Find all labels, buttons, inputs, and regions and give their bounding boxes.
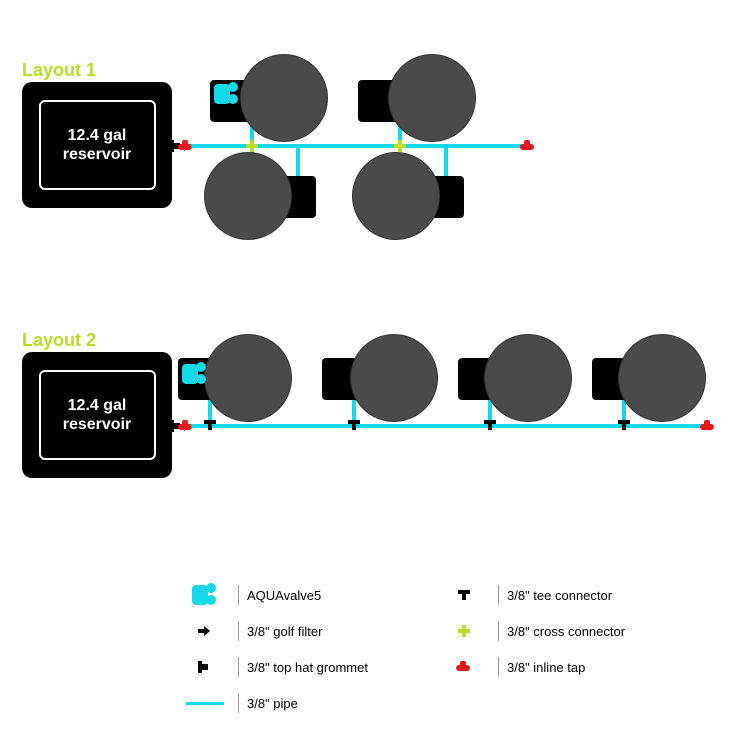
pipe <box>182 424 712 428</box>
legend-label: AQUAvalve5 <box>247 588 321 603</box>
cross-connector-icon <box>246 140 258 152</box>
reservoir-label: 12.4 galreservoir <box>39 100 156 191</box>
pipe <box>182 144 532 148</box>
cross-connector-icon <box>458 625 470 637</box>
pot <box>204 152 292 240</box>
legend-separator <box>238 657 239 677</box>
aquavalve-icon <box>182 362 204 386</box>
legend-label: 3/8" tee connector <box>507 588 612 603</box>
pot <box>618 334 706 422</box>
legend-item: 3/8" golf filter <box>180 616 420 646</box>
legend-separator <box>498 657 499 677</box>
cross-connector-icon <box>394 140 406 152</box>
legend-separator <box>238 621 239 641</box>
inline-tap-icon <box>520 140 534 152</box>
tee-connector-icon <box>348 420 360 430</box>
tee-connector-icon <box>618 420 630 430</box>
legend-item: 3/8" top hat grommet <box>180 652 420 682</box>
legend-item: 3/8" pipe <box>180 688 420 718</box>
legend-separator <box>238 693 239 713</box>
legend-label: 3/8" cross connector <box>507 624 625 639</box>
legend-separator <box>498 585 499 605</box>
pot <box>352 152 440 240</box>
grommet-icon <box>198 661 208 673</box>
pot <box>204 334 292 422</box>
golf-filter-icon <box>198 626 210 636</box>
legend: AQUAvalve5 3/8" golf filter 3/8" top hat g… <box>180 580 680 730</box>
legend-item: 3/8" inline tap <box>440 652 680 682</box>
legend-icon <box>440 655 490 679</box>
legend-icon <box>180 619 230 643</box>
legend-col-1: AQUAvalve5 3/8" golf filter 3/8" top hat g… <box>180 580 420 724</box>
legend-label: 3/8" top hat grommet <box>247 660 368 675</box>
reservoir: 12.4 galreservoir <box>22 352 172 478</box>
layout-title: Layout 2 <box>22 330 96 351</box>
pot <box>484 334 572 422</box>
legend-separator <box>498 621 499 641</box>
pipe-icon <box>186 702 224 705</box>
pot <box>240 54 328 142</box>
aquavalve-icon <box>192 583 214 607</box>
legend-item: 3/8" tee connector <box>440 580 680 610</box>
inline-tap-icon <box>456 661 470 673</box>
pipe <box>296 146 300 178</box>
legend-item: 3/8" cross connector <box>440 616 680 646</box>
legend-item: AQUAvalve5 <box>180 580 420 610</box>
legend-label: 3/8" inline tap <box>507 660 585 675</box>
aquavalve-icon <box>214 82 236 106</box>
reservoir-label: 12.4 galreservoir <box>39 370 156 461</box>
layout-title: Layout 1 <box>22 60 96 81</box>
pot <box>388 54 476 142</box>
reservoir: 12.4 galreservoir <box>22 82 172 208</box>
legend-separator <box>238 585 239 605</box>
inline-tap-icon <box>178 420 192 432</box>
legend-col-2: 3/8" tee connector 3/8" cross connector 3/… <box>440 580 680 688</box>
pot <box>350 334 438 422</box>
tee-connector-icon <box>204 420 216 430</box>
tee-connector-icon <box>458 590 470 600</box>
inline-tap-icon <box>700 420 714 432</box>
pipe <box>444 146 448 178</box>
legend-icon <box>180 583 230 607</box>
legend-icon <box>180 691 230 715</box>
tee-connector-icon <box>484 420 496 430</box>
legend-icon <box>440 619 490 643</box>
legend-label: 3/8" pipe <box>247 696 298 711</box>
legend-icon <box>440 583 490 607</box>
inline-tap-icon <box>178 140 192 152</box>
legend-label: 3/8" golf filter <box>247 624 322 639</box>
legend-icon <box>180 655 230 679</box>
